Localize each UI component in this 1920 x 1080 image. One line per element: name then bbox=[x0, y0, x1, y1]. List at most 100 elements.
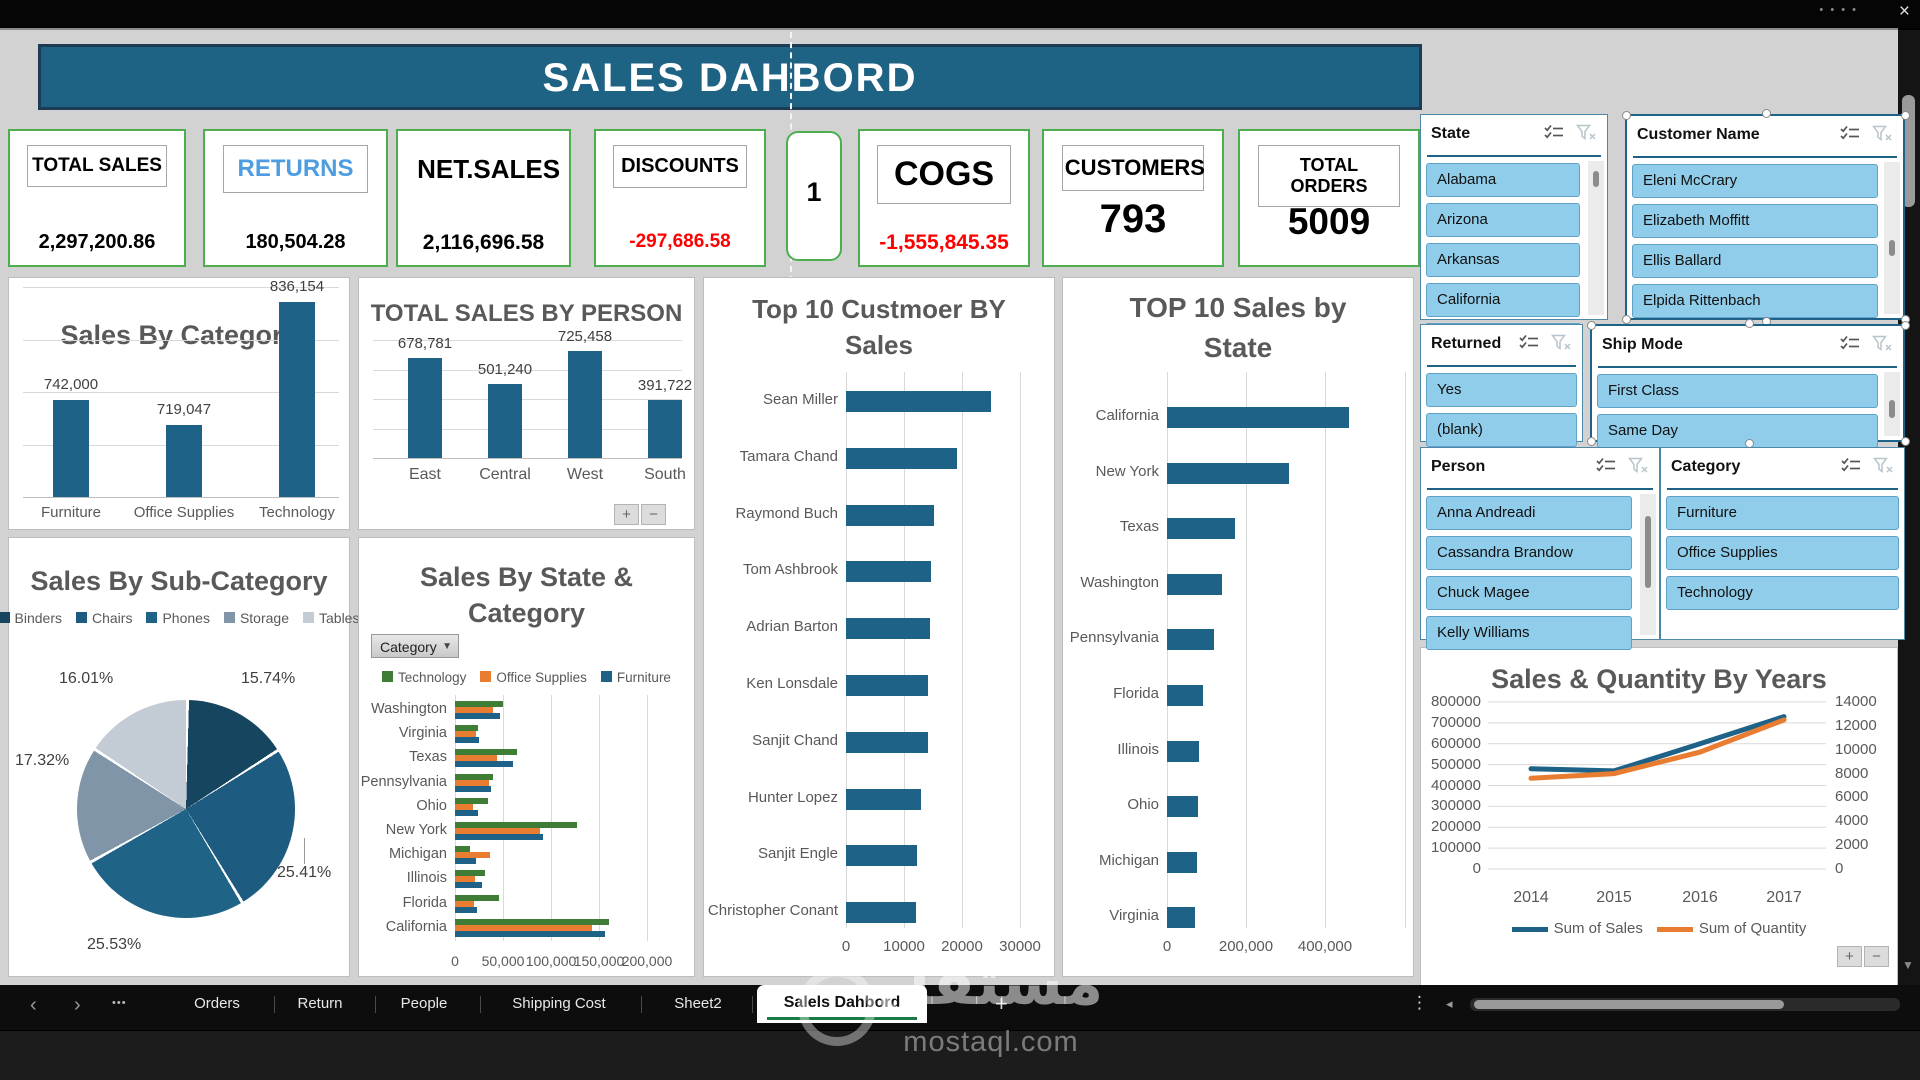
hscroll-thumb[interactable] bbox=[1474, 1000, 1784, 1009]
sheet-tab-people[interactable]: People bbox=[400, 995, 448, 1012]
slicer-item-alabama[interactable]: Alabama bbox=[1426, 163, 1580, 197]
kpi-label: TOTAL ORDERS bbox=[1257, 145, 1401, 207]
slicer-item-kelly-williams[interactable]: Kelly Williams bbox=[1426, 616, 1632, 650]
clear-filter-icon[interactable] bbox=[1872, 457, 1894, 474]
slicer-title: Customer Name bbox=[1637, 126, 1760, 143]
selection-handle[interactable] bbox=[1622, 111, 1631, 120]
x-tick-label: 10000 bbox=[883, 938, 925, 955]
slicer-scroll-thumb[interactable] bbox=[1889, 400, 1895, 418]
slicer-item-chuck-magee[interactable]: Chuck Magee bbox=[1426, 576, 1632, 610]
sheet-tab-sheet2[interactable]: Sheet2 bbox=[674, 995, 722, 1012]
dashboard-title: SALES DAHBORD bbox=[38, 44, 1422, 110]
clear-filter-icon[interactable] bbox=[1871, 125, 1893, 142]
sheet-menu-dots[interactable]: ••• bbox=[112, 997, 127, 1009]
sheet-tab-return[interactable]: Return bbox=[297, 995, 343, 1012]
selection-handle[interactable] bbox=[1901, 437, 1910, 446]
chart-zoom-out-button[interactable]: − bbox=[1864, 946, 1889, 967]
slicer-item-arkansas[interactable]: Arkansas bbox=[1426, 243, 1580, 277]
slicer-scrollbar[interactable] bbox=[1640, 494, 1656, 635]
slicer-item-arizona[interactable]: Arizona bbox=[1426, 203, 1580, 237]
multi-select-icon[interactable] bbox=[1839, 125, 1861, 142]
slicer-item-furniture[interactable]: Furniture bbox=[1666, 496, 1899, 530]
sheet-nav-prev-icon[interactable]: ‹ bbox=[30, 994, 37, 1016]
multi-select-icon[interactable] bbox=[1518, 334, 1540, 351]
clear-filter-icon[interactable] bbox=[1627, 457, 1649, 474]
bar-Washington-Office Supplies bbox=[455, 707, 493, 713]
chart-zoom-out-button[interactable]: − bbox=[641, 504, 666, 525]
legend-item-Office Supplies: Office Supplies bbox=[480, 670, 587, 685]
slicer-item-technology[interactable]: Technology bbox=[1666, 576, 1899, 610]
slicer-header: State bbox=[1429, 121, 1599, 151]
selection-handle[interactable] bbox=[1622, 315, 1631, 324]
multi-select-icon[interactable] bbox=[1839, 335, 1861, 352]
line-chart-canvas bbox=[1421, 648, 1899, 988]
slicer-item-cassandra-brandow[interactable]: Cassandra Brandow bbox=[1426, 536, 1632, 570]
selection-handle[interactable] bbox=[1901, 321, 1910, 330]
bar-Virginia-Furniture bbox=[455, 737, 479, 744]
sheet-more-icon[interactable]: ⋮ bbox=[1411, 993, 1428, 1012]
chart-zoom-in-button[interactable]: + bbox=[1837, 946, 1862, 967]
slicer-item-eleni-mccrary[interactable]: Eleni McCrary bbox=[1632, 164, 1878, 198]
selection-handle[interactable] bbox=[1744, 319, 1754, 328]
sheet-tab-orders[interactable]: Orders bbox=[194, 995, 240, 1012]
row-label: Sanjit Engle bbox=[757, 845, 838, 863]
vscroll-down-icon[interactable]: ▼ bbox=[1902, 958, 1914, 972]
bar-Texas-Technology bbox=[455, 749, 517, 756]
sheet-nav-next-icon[interactable]: › bbox=[74, 994, 81, 1016]
bar-Michigan-Technology bbox=[455, 846, 470, 853]
clear-filter-icon[interactable] bbox=[1550, 334, 1572, 351]
sheet-hscrollbar[interactable] bbox=[1470, 998, 1900, 1011]
gridline bbox=[373, 428, 682, 430]
row-label: New York bbox=[1095, 462, 1159, 480]
close-icon[interactable]: × bbox=[1898, 1, 1910, 22]
clear-filter-icon[interactable] bbox=[1871, 335, 1893, 352]
selection-handle[interactable] bbox=[1587, 321, 1596, 330]
slicer-item-ellis-ballard[interactable]: Ellis Ballard bbox=[1632, 244, 1878, 278]
slicer-item-same-day[interactable]: Same Day bbox=[1597, 414, 1878, 448]
x-tick-label: 2017 bbox=[1766, 889, 1802, 906]
sheet-tab-shipping-cost[interactable]: Shipping Cost bbox=[512, 995, 606, 1012]
slicer-scroll-thumb[interactable] bbox=[1645, 516, 1651, 588]
chart-zoom-in-button[interactable]: + bbox=[614, 504, 639, 525]
x-tick-label: 100,000 bbox=[525, 953, 577, 969]
slicer-scrollbar[interactable] bbox=[1884, 372, 1900, 436]
selection-handle[interactable] bbox=[1901, 111, 1910, 120]
hscroll-left-icon[interactable]: ◂ bbox=[1446, 996, 1453, 1011]
slicer-item-elpida-rittenbach[interactable]: Elpida Rittenbach bbox=[1632, 284, 1878, 318]
multi-select-icon[interactable] bbox=[1595, 457, 1617, 474]
category-label: Technology bbox=[259, 504, 335, 521]
clear-filter-icon[interactable] bbox=[1575, 124, 1597, 141]
multi-select-icon[interactable] bbox=[1840, 457, 1862, 474]
selection-handle[interactable] bbox=[1587, 437, 1596, 446]
slicer-item-yes[interactable]: Yes bbox=[1426, 373, 1577, 407]
add-sheet-button[interactable]: + bbox=[995, 991, 1008, 1016]
row-label: Florida bbox=[402, 894, 447, 911]
bar-Virginia-Office Supplies bbox=[455, 731, 476, 738]
chart-legend: Technology Office Supplies Furniture bbox=[359, 670, 694, 685]
row-label: Virginia bbox=[1109, 907, 1159, 925]
slicer-item-first-class[interactable]: First Class bbox=[1597, 374, 1878, 408]
sheet-tab-active[interactable]: Salels Dahbord bbox=[757, 985, 927, 1023]
bar-Michigan-Office Supplies bbox=[455, 852, 490, 859]
slicer-item-anna-andreadi[interactable]: Anna Andreadi bbox=[1426, 496, 1632, 530]
slicer-scrollbar[interactable] bbox=[1588, 161, 1604, 315]
selection-handle[interactable] bbox=[1762, 109, 1771, 118]
titlebar-menu-dots[interactable]: • • • • bbox=[1819, 4, 1858, 16]
bar-Texas-Furniture bbox=[455, 761, 513, 768]
slicer-scrollbar[interactable] bbox=[1884, 162, 1900, 314]
slicer-scroll-thumb[interactable] bbox=[1889, 240, 1895, 256]
slicer-scroll-thumb[interactable] bbox=[1593, 171, 1599, 187]
legend-swatch bbox=[146, 612, 158, 623]
kpi-value: -297,686.58 bbox=[629, 231, 731, 252]
multi-select-icon[interactable] bbox=[1543, 124, 1565, 141]
vscroll-thumb[interactable] bbox=[1902, 95, 1915, 207]
slicer-item-elizabeth-moffitt[interactable]: Elizabeth Moffitt bbox=[1632, 204, 1878, 238]
chart-title: Sales bbox=[845, 330, 913, 360]
bar-New York-Furniture bbox=[455, 834, 543, 840]
slicer-item-california[interactable]: California bbox=[1426, 283, 1580, 317]
bar-Florida-Technology bbox=[455, 894, 499, 901]
category-filter-button[interactable]: Category ▼ bbox=[371, 634, 459, 658]
slicer-item-office-supplies[interactable]: Office Supplies bbox=[1666, 536, 1899, 570]
slicer-item--blank-[interactable]: (blank) bbox=[1426, 413, 1577, 447]
bar-value-label: 391,722 bbox=[637, 377, 693, 394]
